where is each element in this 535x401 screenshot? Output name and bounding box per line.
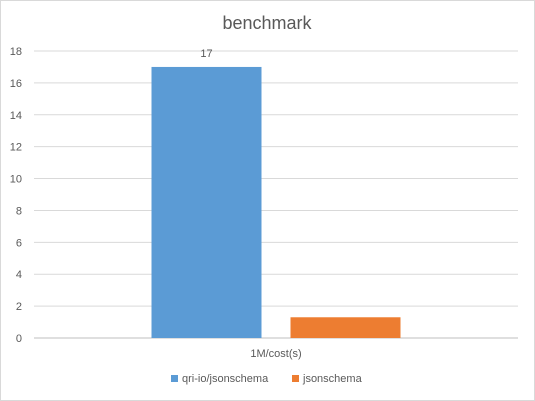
y-tick-label-6: 6 [16,237,22,249]
y-tick-label-12: 12 [10,142,22,154]
legend-label-qri-io-jsonschema: qri-io/jsonschema [182,373,269,385]
y-tick-label-8: 8 [16,205,22,217]
data-label-qri-io-jsonschema: 17 [200,48,212,60]
y-tick-label-2: 2 [16,301,22,313]
x-axis-ticks: 1M/cost(s) [250,348,301,360]
y-tick-label-18: 18 [10,46,22,58]
y-tick-label-10: 10 [10,174,22,186]
y-tick-label-14: 14 [10,110,22,122]
y-tick-label-16: 16 [10,78,22,90]
bar-jsonschema [290,317,401,338]
legend-label-jsonschema: jsonschema [302,373,363,385]
bars: 17 [151,48,401,338]
y-tick-label-0: 0 [16,333,22,345]
legend: qri-io/jsonschema jsonschema [171,373,363,385]
chart-title: benchmark [222,13,312,33]
y-tick-label-4: 4 [16,269,22,281]
y-axis-ticks: 0 2 4 6 8 10 12 14 16 18 [10,46,22,345]
bar-qri-io-jsonschema [151,66,262,338]
legend-swatch-jsonschema [292,375,299,382]
legend-swatch-qri-io-jsonschema [171,375,178,382]
x-tick-label: 1M/cost(s) [250,348,301,360]
gridlines [34,50,518,339]
